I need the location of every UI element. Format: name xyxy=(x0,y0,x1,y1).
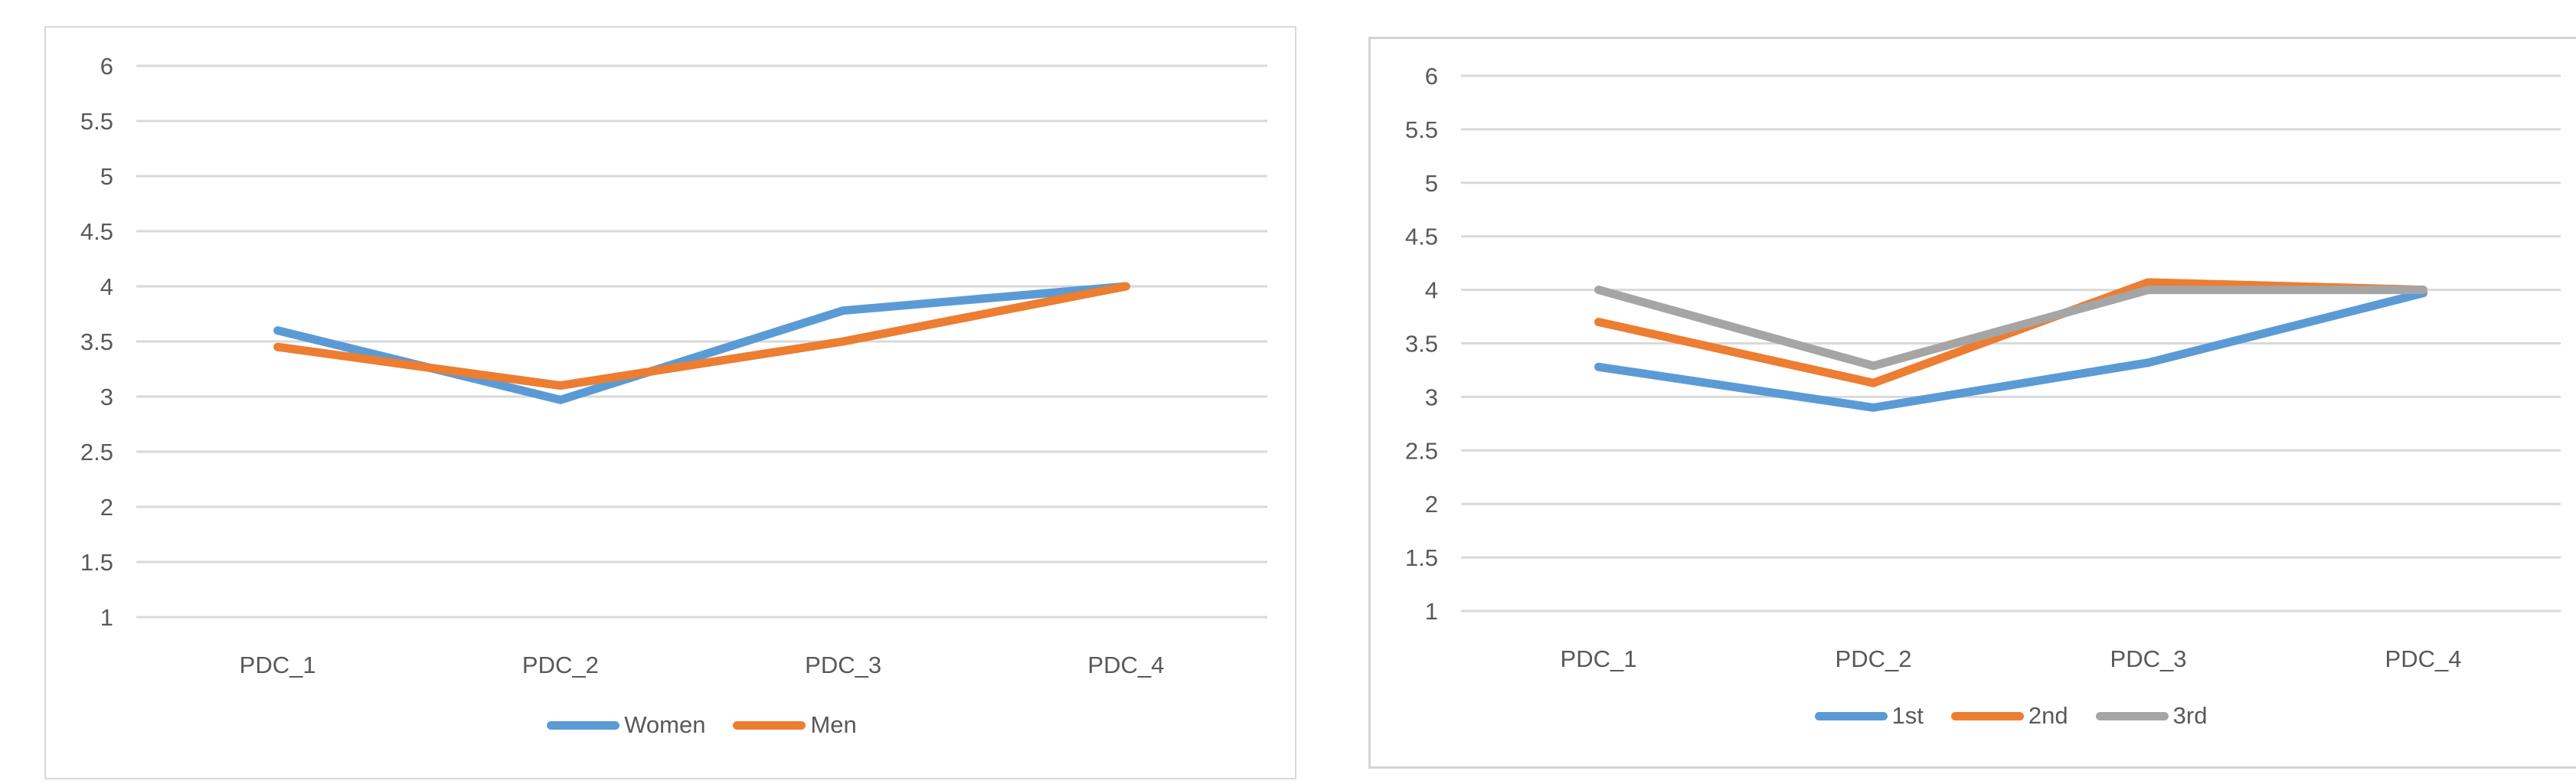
legend-label: Men xyxy=(810,711,857,738)
legend-label: 3rd xyxy=(2172,702,2208,729)
line-chart-1st-2nd-3rd: 6 5.5 5 4.5 4 3.5 3 2.5 2 1.5 1 PDC_1 PDC_2 PDC_3 PDC_… xyxy=(1405,63,2561,672)
series-line-3rd xyxy=(1594,286,2427,371)
y-tick-label: 4.5 xyxy=(1405,224,1438,250)
y-tick-label: 5 xyxy=(1425,170,1438,197)
legend-label: 1st xyxy=(1891,702,1924,729)
series-line-2nd xyxy=(1594,278,2427,387)
y-tick-label: 1 xyxy=(100,604,113,631)
x-category-label: PDC_3 xyxy=(805,652,881,678)
y-tick-label: 5.5 xyxy=(1405,116,1438,143)
series-line-1st xyxy=(1594,289,2427,412)
y-tick-label: 2 xyxy=(1425,491,1438,518)
y-tick-label: 5 xyxy=(100,163,113,190)
y-tick-label: 3.5 xyxy=(1405,331,1438,358)
legend-item-2nd: 2nd xyxy=(1950,702,2068,730)
x-category-label: PDC_2 xyxy=(522,652,599,678)
chart-card-1st-2nd-3rd: 6 5.5 5 4.5 4 3.5 3 2.5 2 1.5 1 PDC_1 PDC_2 PDC_3 PDC_… xyxy=(1368,37,2576,769)
series-line-men xyxy=(273,282,1130,390)
legend-item-men: Men xyxy=(733,711,857,739)
legend-swatch-women xyxy=(547,720,620,730)
legend-label: 2nd xyxy=(2028,702,2068,729)
y-tick-label: 2 xyxy=(100,494,113,521)
legend-item-women: Women xyxy=(547,711,705,739)
legend-item-1st: 1st xyxy=(1814,702,1924,730)
x-category-label: PDC_1 xyxy=(240,652,316,678)
legend-item-3rd: 3rd xyxy=(2095,702,2208,730)
y-tick-label: 1.5 xyxy=(80,549,113,576)
y-tick-label: 4 xyxy=(100,273,113,300)
y-tick-label: 3.5 xyxy=(80,328,113,355)
y-tick-label: 6 xyxy=(1425,63,1438,90)
legend-swatch-2nd xyxy=(1950,711,2024,720)
y-tick-label: 3 xyxy=(100,384,113,410)
y-tick-label: 2.5 xyxy=(1405,437,1438,464)
x-category-label: PDC_1 xyxy=(1561,645,1637,672)
x-category-label: PDC_2 xyxy=(1836,645,1912,672)
legend-women-men: Women Men xyxy=(136,708,1267,742)
legend-swatch-1st xyxy=(1814,711,1888,720)
legend-1st-2nd-3rd: 1st 2nd 3rd xyxy=(1461,699,2561,733)
chart-card-women-men: 6 5.5 5 4.5 4 3.5 3 2.5 2 1.5 1 PDC_1 PDC_2 PDC_3 PDC_… xyxy=(44,26,1296,779)
series-line-women xyxy=(273,282,1130,404)
x-category-label: PDC_3 xyxy=(2110,645,2187,672)
y-tick-label: 2.5 xyxy=(80,439,113,466)
y-tick-label: 4.5 xyxy=(80,218,113,245)
y-tick-label: 4 xyxy=(1425,277,1438,304)
x-category-label: PDC_4 xyxy=(2385,645,2462,672)
y-tick-label: 6 xyxy=(100,53,113,80)
y-tick-label: 3 xyxy=(1425,384,1438,410)
y-tick-label: 5.5 xyxy=(80,108,113,135)
x-category-label: PDC_4 xyxy=(1087,652,1164,678)
legend-swatch-men xyxy=(733,720,806,730)
line-chart-women-men: 6 5.5 5 4.5 4 3.5 3 2.5 2 1.5 1 PDC_1 PDC_2 PDC_3 PDC_… xyxy=(80,53,1267,678)
y-tick-label: 1 xyxy=(1425,598,1438,625)
y-tick-label: 1.5 xyxy=(1405,544,1438,571)
legend-label: Women xyxy=(624,711,706,738)
legend-swatch-3rd xyxy=(2095,711,2169,720)
